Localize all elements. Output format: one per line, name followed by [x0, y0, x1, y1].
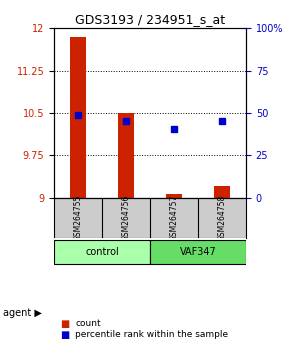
- Text: GSM264758: GSM264758: [218, 195, 226, 241]
- FancyBboxPatch shape: [54, 240, 150, 264]
- Bar: [214, 187, 230, 198]
- Text: ■: ■: [60, 319, 69, 329]
- Text: ■: ■: [60, 330, 69, 339]
- Text: agent ▶: agent ▶: [3, 308, 42, 318]
- Bar: [118, 113, 134, 198]
- Text: VAF347: VAF347: [180, 247, 216, 257]
- Text: percentile rank within the sample: percentile rank within the sample: [75, 330, 228, 339]
- FancyBboxPatch shape: [150, 240, 246, 264]
- Text: control: control: [85, 247, 119, 257]
- Text: GSM264756: GSM264756: [122, 195, 130, 241]
- Text: count: count: [75, 319, 100, 329]
- Bar: [166, 194, 182, 198]
- Bar: [70, 37, 86, 198]
- Text: GSM264757: GSM264757: [169, 195, 178, 241]
- Title: GDS3193 / 234951_s_at: GDS3193 / 234951_s_at: [75, 13, 225, 26]
- Text: GSM264755: GSM264755: [74, 195, 82, 241]
